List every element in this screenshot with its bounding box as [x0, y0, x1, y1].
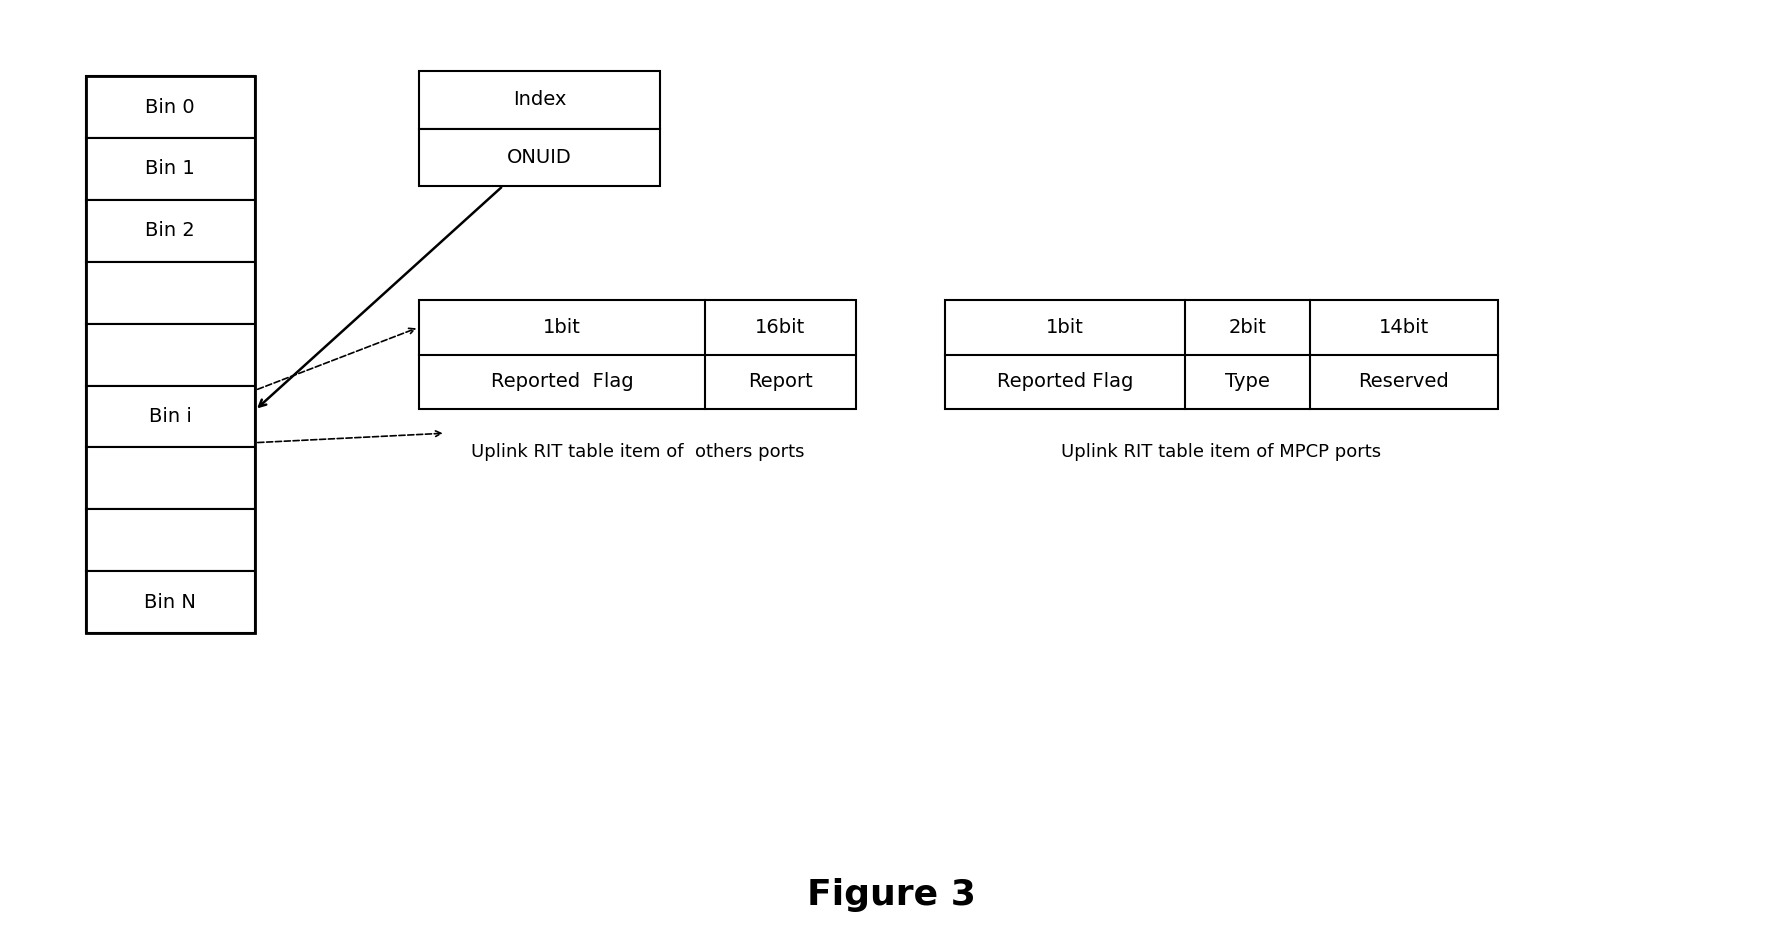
Text: 16bit: 16bit	[756, 318, 805, 337]
Bar	[86, 262, 255, 324]
Text: Bin 0: Bin 0	[146, 98, 194, 116]
Text: 14bit: 14bit	[1377, 318, 1427, 337]
Text: Bin N: Bin N	[144, 593, 196, 611]
Text: Reserved: Reserved	[1358, 372, 1449, 391]
Text: Reported Flag: Reported Flag	[996, 372, 1133, 391]
Bar	[944, 300, 1497, 409]
Bar	[86, 571, 255, 633]
Bar	[86, 509, 255, 571]
Text: Reported  Flag: Reported Flag	[490, 372, 633, 391]
Bar	[86, 200, 255, 262]
Text: Index: Index	[513, 90, 565, 109]
Text: Bin 2: Bin 2	[146, 222, 194, 240]
Bar	[86, 324, 255, 386]
Bar	[419, 71, 659, 129]
Bar	[86, 138, 255, 200]
Text: Figure 3: Figure 3	[807, 878, 975, 912]
Text: Bin 1: Bin 1	[146, 160, 194, 178]
Text: ONUID: ONUID	[506, 148, 572, 167]
Text: Type: Type	[1224, 372, 1269, 391]
Text: 2bit: 2bit	[1228, 318, 1265, 337]
Text: Bin i: Bin i	[148, 407, 192, 426]
Text: 1bit: 1bit	[544, 318, 581, 337]
Text: Uplink RIT table item of MPCP ports: Uplink RIT table item of MPCP ports	[1060, 443, 1381, 461]
Bar	[86, 386, 255, 447]
Bar	[419, 129, 659, 186]
Text: 1bit: 1bit	[1046, 318, 1083, 337]
Bar	[86, 76, 255, 138]
Bar	[86, 447, 255, 509]
Bar	[86, 76, 255, 633]
Bar	[419, 300, 855, 409]
Text: Uplink RIT table item of  others ports: Uplink RIT table item of others ports	[470, 443, 804, 461]
Text: Report: Report	[748, 372, 813, 391]
